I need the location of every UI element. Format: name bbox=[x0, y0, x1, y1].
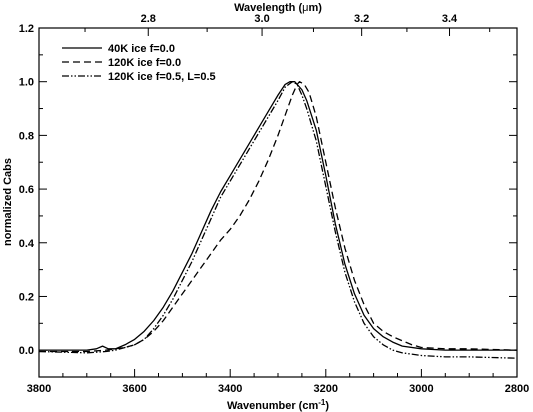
top-tick-label: 3.2 bbox=[354, 13, 369, 25]
y-tick-label: 0.8 bbox=[19, 130, 34, 142]
legend-label-1: 120K ice f=0.0 bbox=[108, 57, 181, 69]
y-tick-label: 1.2 bbox=[19, 23, 34, 35]
x-tick-label: 3400 bbox=[218, 383, 242, 395]
legend-label-0: 40K ice f=0.0 bbox=[108, 43, 175, 55]
series-line-2 bbox=[39, 82, 517, 359]
top-tick-label: 3.0 bbox=[254, 13, 269, 25]
legend-label-2: 120K ice f=0.5, L=0.5 bbox=[108, 71, 216, 83]
y-tick-label: 0.4 bbox=[19, 238, 35, 250]
series-lines bbox=[39, 82, 517, 359]
x-tick-label: 2800 bbox=[505, 383, 529, 395]
x-tick-label: 3200 bbox=[314, 383, 338, 395]
x-tick-label: 3600 bbox=[122, 383, 146, 395]
y-tick-label: 0.6 bbox=[19, 184, 34, 196]
top-axis-title: Wavelength (μm) bbox=[234, 2, 322, 14]
series-line-0 bbox=[39, 82, 517, 350]
series-line-1 bbox=[39, 82, 517, 352]
y-tick-label: 0.2 bbox=[19, 291, 34, 303]
y-tick-label: 1.0 bbox=[19, 77, 34, 89]
x-tick-label: 3000 bbox=[409, 383, 433, 395]
y-axis-title: normalized Cabs bbox=[2, 158, 14, 246]
top-tick-label: 3.4 bbox=[442, 13, 458, 25]
y-tick-label: 0.0 bbox=[19, 345, 34, 357]
tick-labels: 3800 3600 3400 3200 3000 2800 2.8 3.0 3.2 3.4 0.0 0… bbox=[19, 13, 530, 395]
top-tick-label: 2.8 bbox=[141, 13, 156, 25]
bottom-axis-title: Wavenumber (cm-1) bbox=[227, 398, 329, 412]
x-tick-label: 3800 bbox=[27, 383, 51, 395]
legend: 40K ice f=0.0 120K ice f=0.0 120K ice f=… bbox=[62, 43, 216, 83]
